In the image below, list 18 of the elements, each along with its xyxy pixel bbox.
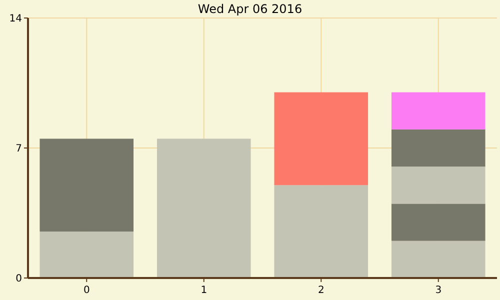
y-tick-label: 7 bbox=[16, 144, 22, 154]
x-tick-label: 3 bbox=[435, 285, 442, 296]
bar bbox=[391, 204, 486, 241]
bar bbox=[40, 138, 134, 232]
x-tick-label: 2 bbox=[318, 285, 324, 296]
bar bbox=[391, 240, 486, 278]
bar bbox=[156, 138, 251, 278]
chart-title: Wed Apr 06 2016 bbox=[198, 2, 302, 16]
bar bbox=[274, 92, 368, 186]
x-tick-label: 0 bbox=[83, 285, 90, 296]
bar bbox=[391, 129, 486, 167]
bar bbox=[40, 232, 134, 278]
y-tick-label: 0 bbox=[16, 274, 22, 284]
bar bbox=[391, 92, 486, 130]
x-tick-label: 1 bbox=[200, 285, 208, 296]
bar bbox=[274, 185, 368, 278]
bar bbox=[391, 166, 486, 204]
y-tick-label: 14 bbox=[9, 14, 22, 24]
